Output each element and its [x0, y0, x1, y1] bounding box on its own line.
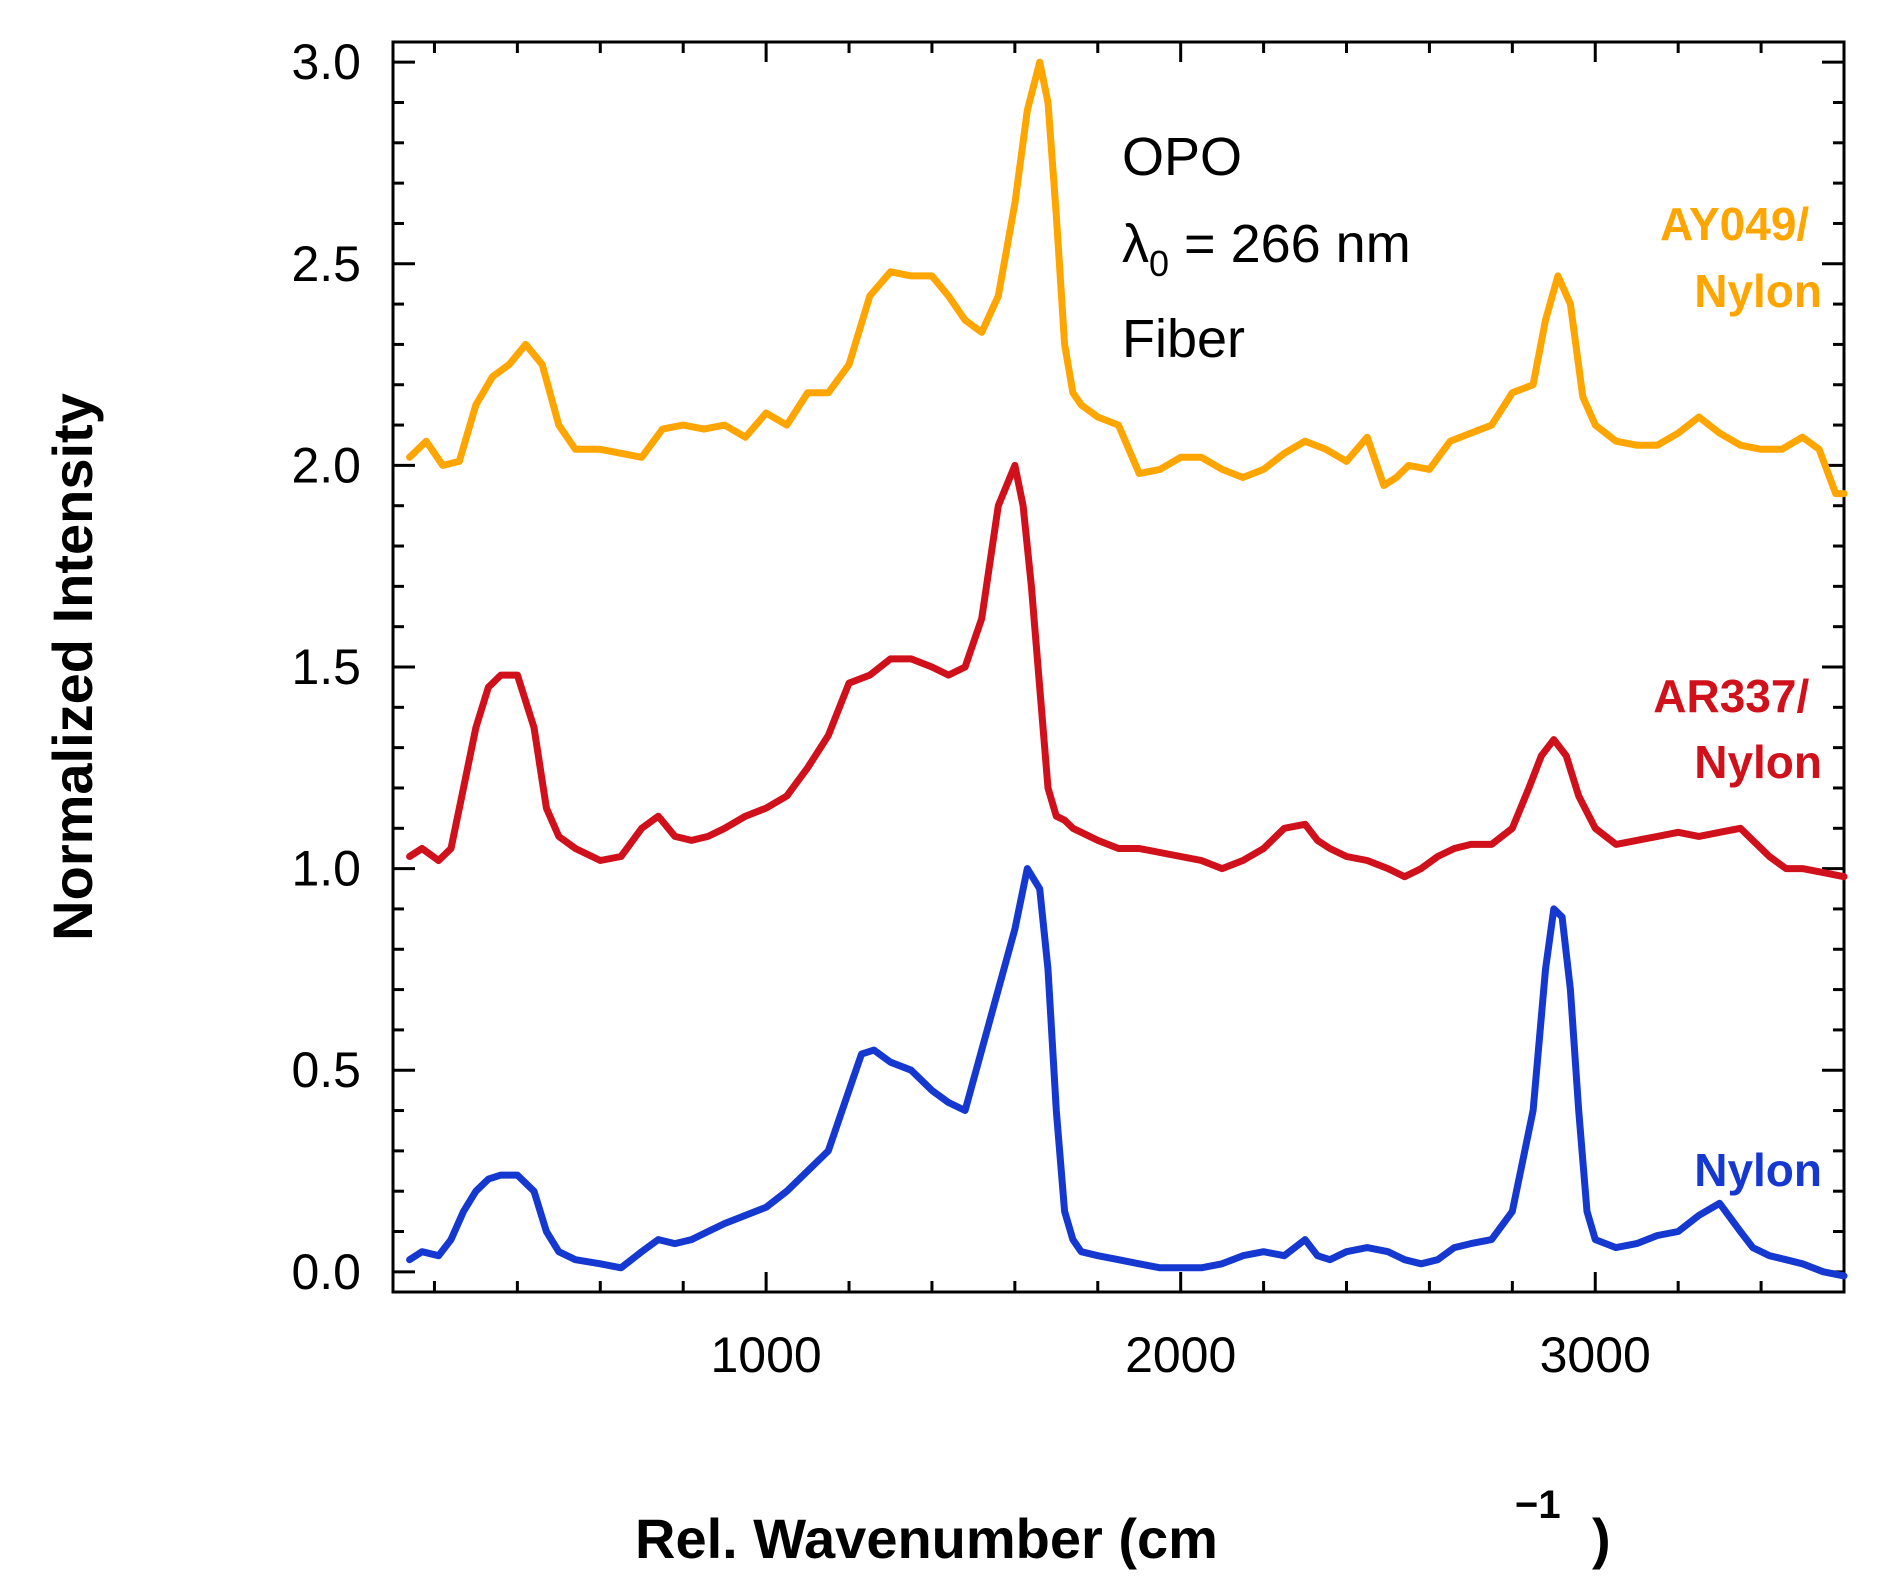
series-line-nylon	[406, 865, 1848, 1280]
x-axis-title: Rel. Wavenumber (cm	[635, 1507, 1218, 1570]
y-tick-label: 2.5	[291, 236, 361, 292]
y-axis-title: Normalized Intensity	[41, 393, 104, 941]
y-tick-label: 3.0	[291, 34, 361, 90]
annotation-lambda: λ	[1122, 214, 1149, 274]
series-label-nylon: Nylon	[1694, 1144, 1822, 1196]
series-label-ar337-line1: AR337/	[1653, 670, 1809, 722]
series-label-nylon-line1: Nylon	[1694, 1144, 1822, 1196]
x-axis-title-superscript: −1	[1515, 1483, 1561, 1527]
y-axis: 0.0 0.5 1.0 1.5 2.0 2.5 3.0	[291, 34, 1844, 1300]
series-label-ay049-line1: AY049/	[1660, 198, 1809, 250]
series-line-ay049-nylon	[406, 58, 1848, 498]
series-line-ar337-nylon	[406, 461, 1848, 881]
plot-frame	[391, 40, 1846, 1294]
y-tick-label: 2.0	[291, 437, 361, 493]
y-tick-label: 0.5	[291, 1042, 361, 1098]
x-tick-label: 1000	[710, 1327, 821, 1383]
series-label-ay049-line2: Nylon	[1694, 265, 1822, 317]
x-tick-label: 2000	[1125, 1327, 1236, 1383]
annotation-fiber: Fiber	[1122, 309, 1245, 369]
annotation-lambda-subscript: 0	[1149, 243, 1169, 284]
annotation-wavelength: λ0 = 266 nm	[1122, 214, 1411, 284]
series-group	[406, 58, 1848, 1280]
y-tick-label: 0.0	[291, 1244, 361, 1300]
annotation-opo: OPO	[1122, 127, 1242, 187]
series-label-ay049: AY049/ Nylon	[1660, 198, 1822, 317]
y-tick-label: 1.5	[291, 639, 361, 695]
x-axis: 1000 2000 3000	[432, 42, 1846, 1383]
y-tick-label: 1.0	[291, 841, 361, 897]
annotation-wavelength-value: = 266 nm	[1169, 214, 1411, 274]
x-axis-title-close: )	[1592, 1507, 1611, 1570]
x-tick-label: 3000	[1540, 1327, 1651, 1383]
series-label-ar337: AR337/ Nylon	[1653, 670, 1822, 788]
series-label-ar337-line2: Nylon	[1694, 736, 1822, 788]
